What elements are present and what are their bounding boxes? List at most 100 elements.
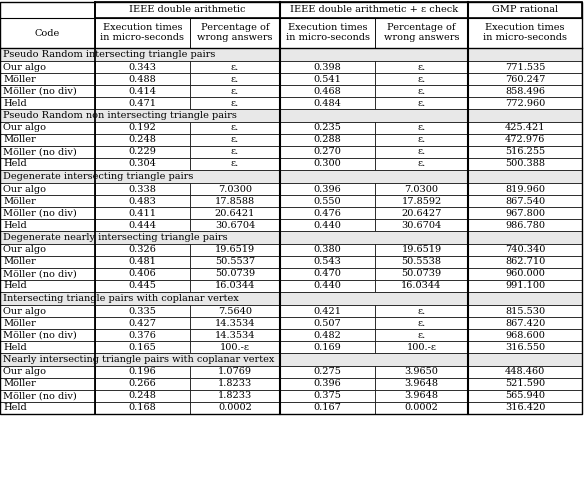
Text: 819.960: 819.960 bbox=[505, 185, 545, 193]
Bar bbox=[468, 329, 582, 341]
Text: ε.: ε. bbox=[417, 75, 425, 83]
Text: 0.376: 0.376 bbox=[128, 331, 156, 339]
Bar bbox=[95, 317, 190, 329]
Text: 0.396: 0.396 bbox=[314, 379, 342, 388]
Text: 0.275: 0.275 bbox=[314, 367, 342, 376]
Bar bbox=[95, 256, 190, 268]
Bar bbox=[468, 244, 582, 256]
Bar bbox=[0, 256, 95, 268]
Text: 0.326: 0.326 bbox=[128, 245, 156, 254]
Text: 1.0769: 1.0769 bbox=[218, 367, 252, 376]
Bar bbox=[468, 195, 582, 207]
Bar bbox=[0, 219, 95, 231]
Bar bbox=[468, 402, 582, 414]
Text: ε.: ε. bbox=[231, 86, 239, 95]
Bar bbox=[95, 2, 280, 18]
Bar bbox=[0, 402, 95, 414]
Bar bbox=[0, 341, 95, 353]
Text: 0.483: 0.483 bbox=[128, 197, 156, 205]
Text: ε.: ε. bbox=[417, 86, 425, 95]
Bar bbox=[0, 390, 95, 402]
Bar bbox=[0, 146, 95, 158]
Text: 740.340: 740.340 bbox=[505, 245, 545, 254]
Bar bbox=[375, 73, 468, 85]
Text: 20.6427: 20.6427 bbox=[401, 209, 442, 217]
Bar bbox=[468, 390, 582, 402]
Bar bbox=[375, 317, 468, 329]
Bar bbox=[280, 256, 375, 268]
Bar bbox=[190, 207, 280, 219]
Bar bbox=[190, 341, 280, 353]
Text: 19.6519: 19.6519 bbox=[215, 245, 255, 254]
Bar bbox=[375, 256, 468, 268]
Text: 0.167: 0.167 bbox=[314, 403, 342, 413]
Text: 760.247: 760.247 bbox=[505, 75, 545, 83]
Bar bbox=[375, 195, 468, 207]
Text: 7.0300: 7.0300 bbox=[218, 185, 252, 193]
Bar bbox=[468, 146, 582, 158]
Text: Execution times: Execution times bbox=[103, 24, 182, 32]
Bar bbox=[375, 268, 468, 280]
Text: 20.6421: 20.6421 bbox=[215, 209, 255, 217]
Text: 0.335: 0.335 bbox=[128, 307, 156, 316]
Bar bbox=[468, 18, 582, 48]
Bar bbox=[190, 195, 280, 207]
Text: 3.9650: 3.9650 bbox=[404, 367, 438, 376]
Text: 960.000: 960.000 bbox=[505, 269, 545, 279]
Bar bbox=[190, 402, 280, 414]
Bar bbox=[375, 146, 468, 158]
Bar bbox=[280, 244, 375, 256]
Bar bbox=[190, 280, 280, 292]
Text: IEEE double arithmetic: IEEE double arithmetic bbox=[130, 5, 246, 14]
Text: 16.0344: 16.0344 bbox=[215, 281, 255, 291]
Text: 0.550: 0.550 bbox=[314, 197, 341, 205]
Text: ε.: ε. bbox=[417, 160, 425, 169]
Text: 16.0344: 16.0344 bbox=[401, 281, 442, 291]
Text: ε.: ε. bbox=[417, 63, 425, 71]
Text: 0.411: 0.411 bbox=[128, 209, 156, 217]
Text: 19.6519: 19.6519 bbox=[401, 245, 442, 254]
Text: Held: Held bbox=[3, 220, 27, 229]
Text: 50.0739: 50.0739 bbox=[215, 269, 255, 279]
Text: 0.488: 0.488 bbox=[128, 75, 156, 83]
Text: 858.496: 858.496 bbox=[505, 86, 545, 95]
Bar bbox=[375, 61, 468, 73]
Text: Degenerate intersecting triangle pairs: Degenerate intersecting triangle pairs bbox=[3, 172, 193, 181]
Text: 425.421: 425.421 bbox=[505, 123, 545, 133]
Text: ε.: ε. bbox=[231, 135, 239, 145]
Bar bbox=[0, 244, 95, 256]
Bar bbox=[95, 85, 190, 97]
Text: 3.9648: 3.9648 bbox=[404, 379, 438, 388]
Text: 50.5537: 50.5537 bbox=[215, 257, 255, 267]
Text: ε.: ε. bbox=[231, 123, 239, 133]
Bar bbox=[280, 402, 375, 414]
Bar bbox=[0, 48, 582, 61]
Bar bbox=[468, 158, 582, 170]
Bar bbox=[280, 317, 375, 329]
Text: 0.165: 0.165 bbox=[128, 343, 156, 351]
Bar bbox=[468, 378, 582, 390]
Text: 0.248: 0.248 bbox=[128, 135, 156, 145]
Text: ε.: ε. bbox=[231, 75, 239, 83]
Text: 815.530: 815.530 bbox=[505, 307, 545, 316]
Text: 862.710: 862.710 bbox=[505, 257, 545, 267]
Bar bbox=[280, 390, 375, 402]
Bar bbox=[375, 378, 468, 390]
Bar bbox=[375, 329, 468, 341]
Text: 50.0739: 50.0739 bbox=[401, 269, 442, 279]
Bar bbox=[375, 158, 468, 170]
Text: Pseudo Random non intersecting triangle pairs: Pseudo Random non intersecting triangle … bbox=[3, 111, 237, 120]
Text: 0.304: 0.304 bbox=[128, 160, 156, 169]
Bar bbox=[375, 97, 468, 109]
Bar bbox=[95, 329, 190, 341]
Text: 50.5538: 50.5538 bbox=[401, 257, 441, 267]
Bar bbox=[468, 256, 582, 268]
Bar bbox=[468, 122, 582, 134]
Bar bbox=[468, 183, 582, 195]
Text: 0.398: 0.398 bbox=[314, 63, 342, 71]
Text: 3.9648: 3.9648 bbox=[404, 391, 438, 401]
Text: 0.414: 0.414 bbox=[128, 86, 156, 95]
Bar bbox=[190, 146, 280, 158]
Bar bbox=[375, 183, 468, 195]
Bar bbox=[468, 317, 582, 329]
